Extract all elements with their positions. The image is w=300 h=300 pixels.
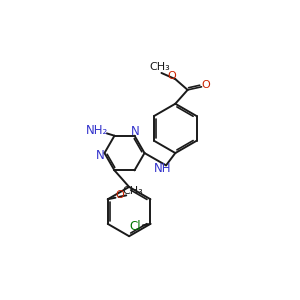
Text: CH₃: CH₃ bbox=[123, 186, 144, 196]
Text: O: O bbox=[116, 190, 124, 200]
Text: O: O bbox=[201, 80, 210, 90]
Text: N: N bbox=[95, 149, 104, 162]
Text: N: N bbox=[131, 125, 140, 138]
Text: O: O bbox=[167, 71, 176, 81]
Text: NH₂: NH₂ bbox=[85, 124, 108, 137]
Text: Cl: Cl bbox=[129, 220, 141, 233]
Text: NH: NH bbox=[154, 162, 171, 175]
Text: CH₃: CH₃ bbox=[149, 62, 170, 72]
